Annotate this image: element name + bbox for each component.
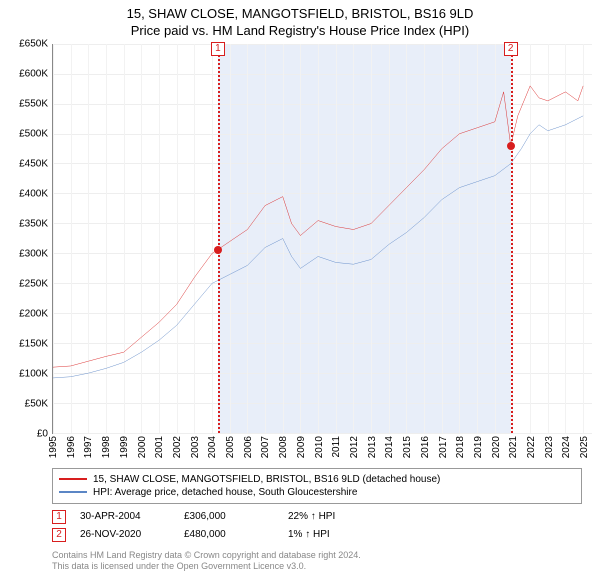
x-tick-label: 1998 <box>101 436 112 458</box>
x-tick-label: 2000 <box>137 436 148 458</box>
event-row-2: 2 26-NOV-2020 £480,000 1% ↑ HPI <box>52 526 582 544</box>
events-table: 1 30-APR-2004 £306,000 22% ↑ HPI 2 26-NOV-202… <box>52 508 582 544</box>
legend-swatch-series-1 <box>59 478 87 480</box>
y-tick-label: £50K <box>25 398 48 409</box>
series-line-2 <box>53 116 583 378</box>
x-tick-label: 2016 <box>420 436 431 458</box>
y-tick-label: £150K <box>19 338 48 349</box>
legend-row-2: HPI: Average price, detached house, Sout… <box>59 486 575 499</box>
event-date: 26-NOV-2020 <box>80 529 170 540</box>
y-tick-label: £600K <box>19 68 48 79</box>
event-date: 30-APR-2004 <box>80 511 170 522</box>
footer-attribution: Contains HM Land Registry data © Crown c… <box>52 550 582 573</box>
event-row-1: 1 30-APR-2004 £306,000 22% ↑ HPI <box>52 508 582 526</box>
event-row-marker: 2 <box>52 528 66 542</box>
plot-area: £0£50K£100K£150K£200K£250K£300K£350K£400… <box>8 44 592 434</box>
y-tick-label: £650K <box>19 38 48 49</box>
y-tick-label: £550K <box>19 98 48 109</box>
y-tick-label: £450K <box>19 158 48 169</box>
legend-swatch-series-2 <box>59 491 87 493</box>
x-tick-label: 2025 <box>579 436 590 458</box>
x-tick-label: 2024 <box>561 436 572 458</box>
x-tick-label: 2014 <box>384 436 395 458</box>
x-tick-label: 2012 <box>349 436 360 458</box>
event-row-marker: 1 <box>52 510 66 524</box>
x-tick-label: 2020 <box>491 436 502 458</box>
x-tick-label: 2019 <box>473 436 484 458</box>
event-price: £480,000 <box>184 529 274 540</box>
x-axis: 1995199619971998199920002001200220032004… <box>52 434 592 462</box>
chart-title: 15, SHAW CLOSE, MANGOTSFIELD, BRISTOL, B… <box>8 6 592 40</box>
chart-container: 15, SHAW CLOSE, MANGOTSFIELD, BRISTOL, B… <box>0 0 600 573</box>
y-axis: £0£50K£100K£150K£200K£250K£300K£350K£400… <box>8 44 52 434</box>
x-tick-label: 2018 <box>455 436 466 458</box>
legend-label-series-2: HPI: Average price, detached house, Sout… <box>93 487 357 498</box>
y-tick-label: £300K <box>19 248 48 259</box>
y-tick-label: £350K <box>19 218 48 229</box>
x-tick-label: 2007 <box>260 436 271 458</box>
legend: 15, SHAW CLOSE, MANGOTSFIELD, BRISTOL, B… <box>52 468 582 504</box>
x-tick-label: 2015 <box>402 436 413 458</box>
legend-label-series-1: 15, SHAW CLOSE, MANGOTSFIELD, BRISTOL, B… <box>93 474 440 485</box>
event-vline-1 <box>218 44 220 433</box>
x-tick-label: 2023 <box>544 436 555 458</box>
footer-line-2: This data is licensed under the Open Gov… <box>52 561 582 573</box>
y-tick-label: £250K <box>19 278 48 289</box>
y-tick-label: £500K <box>19 128 48 139</box>
x-tick-label: 2022 <box>526 436 537 458</box>
event-box-1: 1 <box>211 42 225 56</box>
x-tick-label: 2005 <box>225 436 236 458</box>
y-tick-label: £0 <box>37 428 48 439</box>
title-line-1: 15, SHAW CLOSE, MANGOTSFIELD, BRISTOL, B… <box>8 6 592 23</box>
plot-region: 12 <box>52 44 592 434</box>
legend-row-1: 15, SHAW CLOSE, MANGOTSFIELD, BRISTOL, B… <box>59 473 575 486</box>
x-tick-label: 2003 <box>190 436 201 458</box>
x-tick-label: 1996 <box>66 436 77 458</box>
x-tick-label: 1997 <box>83 436 94 458</box>
x-tick-label: 2017 <box>438 436 449 458</box>
x-tick-label: 2011 <box>331 436 342 458</box>
x-tick-label: 2001 <box>154 436 165 458</box>
x-tick-label: 2009 <box>296 436 307 458</box>
event-dot-2 <box>507 142 515 150</box>
y-tick-label: £400K <box>19 188 48 199</box>
x-tick-label: 2006 <box>243 436 254 458</box>
y-tick-label: £100K <box>19 368 48 379</box>
y-tick-label: £200K <box>19 308 48 319</box>
event-price: £306,000 <box>184 511 274 522</box>
x-tick-label: 2002 <box>172 436 183 458</box>
event-vline-2 <box>511 44 513 433</box>
series-line-1 <box>53 86 583 367</box>
x-tick-label: 2013 <box>367 436 378 458</box>
x-tick-label: 2021 <box>508 436 519 458</box>
x-tick-label: 2004 <box>207 436 218 458</box>
event-delta: 1% ↑ HPI <box>288 529 378 540</box>
event-dot-1 <box>214 246 222 254</box>
event-delta: 22% ↑ HPI <box>288 511 378 522</box>
x-tick-label: 1999 <box>119 436 130 458</box>
event-box-2: 2 <box>504 42 518 56</box>
x-tick-label: 2010 <box>314 436 325 458</box>
x-tick-label: 1995 <box>48 436 59 458</box>
x-tick-label: 2008 <box>278 436 289 458</box>
title-line-2: Price paid vs. HM Land Registry's House … <box>8 23 592 40</box>
